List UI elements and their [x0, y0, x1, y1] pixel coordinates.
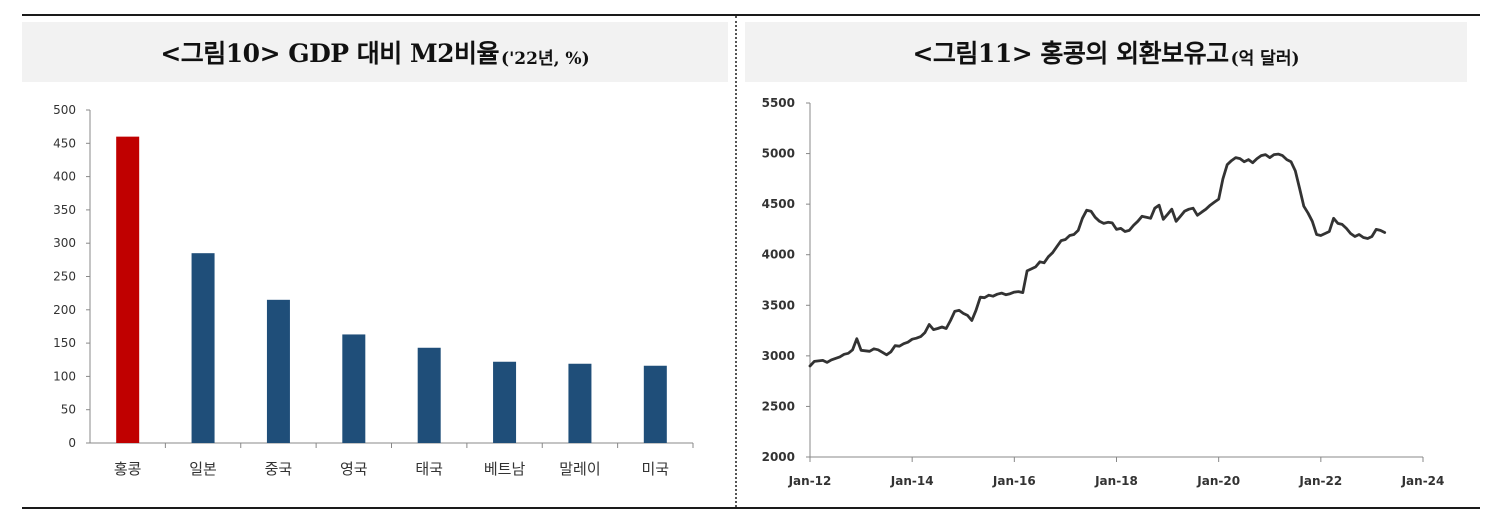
- m2-gdp-bar-chart: 0 50 100 150 200 250 300 350 400 450 500 홍콩 일본 중국 영국 태국…: [53, 103, 694, 478]
- x-tick-label: Jan-24: [1401, 474, 1445, 488]
- bar: [493, 361, 517, 443]
- category-label: 홍콩: [114, 460, 142, 478]
- y-tick-label: 300: [53, 236, 76, 250]
- figure10-title: <그림10> GDP 대비 M2비율: [160, 39, 500, 68]
- y-tick-label: 4000: [762, 248, 795, 262]
- x-tick-label: Jan-22: [1298, 474, 1342, 488]
- bar: [116, 136, 140, 443]
- bar: [643, 365, 667, 443]
- y-tick-label: 5000: [762, 147, 795, 161]
- category-label: 중국: [265, 460, 293, 478]
- x-tick-label: Jan-12: [788, 474, 832, 488]
- y-tick-label: 250: [53, 270, 76, 284]
- y-tick-label: 2000: [762, 450, 795, 464]
- bar: [417, 347, 441, 443]
- y-tick-label: 200: [53, 303, 76, 317]
- y-tick-label: 5500: [762, 96, 795, 110]
- category-label: 베트남: [484, 460, 526, 478]
- y-tick-label: 2500: [762, 399, 795, 413]
- figure11-title: <그림11> 홍콩의 외환보유고: [912, 39, 1229, 68]
- y-tick-label: 450: [53, 136, 76, 150]
- category-label: 미국: [642, 460, 670, 478]
- x-tick-label: Jan-14: [890, 474, 934, 488]
- figure11-subtitle: (억 달러): [1230, 48, 1300, 69]
- panel-divider: [735, 16, 737, 507]
- fx-reserves-line: [808, 152, 1387, 368]
- y-tick-label: 400: [53, 170, 76, 184]
- x-tick-label: Jan-16: [992, 474, 1036, 488]
- x-tick-label: Jan-20: [1196, 474, 1240, 488]
- category-label: 일본: [189, 460, 217, 478]
- figure11-title-bar: <그림11> 홍콩의 외환보유고 (억 달러): [745, 22, 1467, 82]
- bar: [191, 253, 215, 443]
- y-tick-label: 500: [53, 103, 76, 117]
- y-tick-label: 3000: [762, 349, 795, 363]
- y-tick-label: 150: [53, 336, 76, 350]
- bar: [266, 299, 290, 443]
- y-tick-label: 0: [68, 436, 76, 450]
- bar: [342, 334, 366, 443]
- y-tick-label: 4500: [762, 197, 795, 211]
- bottom-rule: [22, 507, 1480, 509]
- y-tick-label: 100: [53, 369, 76, 383]
- figure10-subtitle: ('22년, %): [501, 48, 590, 69]
- category-label: 말레이: [559, 460, 600, 478]
- figure10-title-bar: <그림10> GDP 대비 M2비율 ('22년, %): [22, 22, 728, 82]
- y-tick-label: 3500: [762, 298, 795, 312]
- top-rule: [22, 14, 1480, 16]
- y-tick-label: 350: [53, 203, 76, 217]
- category-label: 태국: [415, 460, 443, 478]
- y-tick-label: 50: [61, 403, 76, 417]
- category-label: 영국: [340, 460, 368, 478]
- bar: [568, 363, 592, 443]
- x-tick-label: Jan-18: [1094, 474, 1138, 488]
